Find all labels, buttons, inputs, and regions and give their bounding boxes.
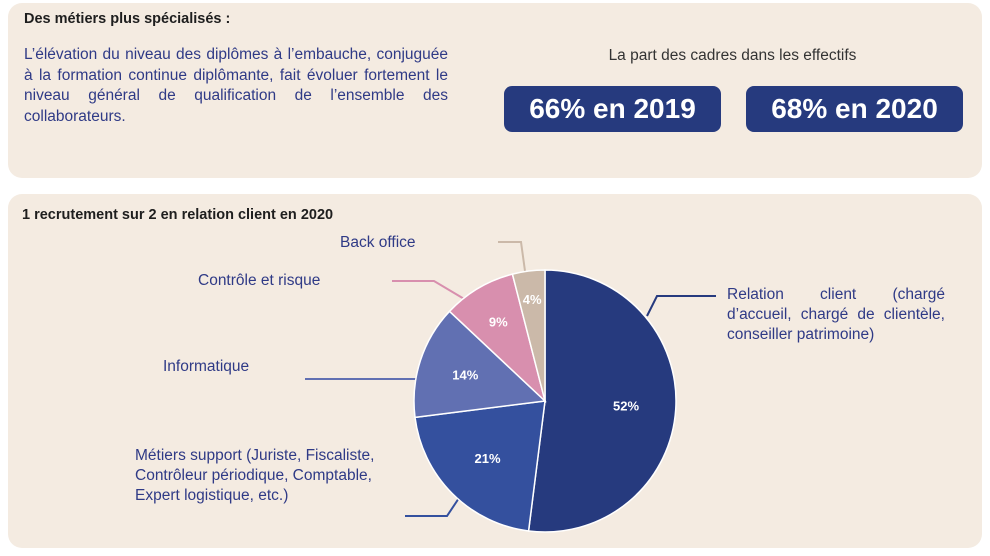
pie-slice-relation-client: [527, 269, 677, 533]
category-name: Contrôle et risque: [198, 272, 321, 289]
pie-slice-metiers-support: [414, 400, 546, 532]
legend-label-relation-client: Relation client (chargé d’accueil, charg…: [727, 285, 945, 345]
managers-share-caption: La part des cadres dans les effectifs: [608, 47, 857, 64]
category-name: Back office: [340, 234, 416, 251]
slice-pct-relation-client: 52%: [613, 399, 639, 414]
category-name: Métiers support: [135, 447, 242, 464]
leader-line-back-office: [498, 241, 526, 272]
legend-label-back-office: Back office: [340, 233, 416, 253]
category-name: Informatique: [163, 358, 250, 375]
leader-line-relation-client: [646, 295, 716, 317]
slice-pct-controle-risque: 9%: [489, 315, 508, 330]
leader-line-controle-risque: [392, 280, 477, 307]
slice-pct-metiers-support: 21%: [475, 451, 501, 466]
category-name: Relation client: [727, 286, 857, 303]
pie-slice-back-office: [511, 269, 546, 402]
stat-badge-2020: 68% en 2020: [746, 86, 963, 132]
slice-percent-labels: 52% 21% 14% 9% 4%: [452, 292, 639, 466]
slice-pct-informatique: 14%: [452, 368, 478, 383]
legend-label-controle-risque: Contrôle et risque: [198, 271, 320, 291]
legend-label-informatique: Informatique: [163, 357, 249, 377]
pie-slice-informatique: [413, 310, 547, 419]
slice-pct-back-office: 4%: [523, 292, 542, 307]
section-title: Des métiers plus spécialisés :: [24, 11, 231, 27]
chart-title: 1 recrutement sur 2 en relation client e…: [22, 207, 334, 223]
pie-slices: [413, 269, 677, 533]
stat-badge-2019: 66% en 2019: [504, 86, 721, 132]
qualification-paragraph: L’élévation du niveau des diplômes à l’e…: [24, 46, 448, 125]
leader-lines: [305, 241, 716, 517]
category-detail: (Juriste, Fiscaliste, Contrôleur périodi…: [135, 447, 375, 504]
leader-line-metiers-support: [405, 494, 462, 517]
category-detail: (chargé d’accueil, chargé de clientèle, …: [727, 286, 946, 343]
legend-label-metiers-support: Métiers support (Juriste, Fiscaliste, Co…: [135, 446, 375, 506]
